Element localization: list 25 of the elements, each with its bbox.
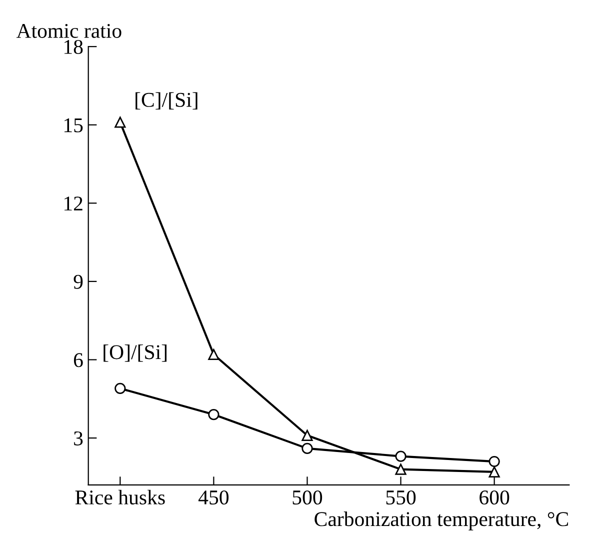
point bbox=[302, 430, 313, 441]
y-tick-label: 3 bbox=[74, 431, 83, 446]
y-tick-label: 18 bbox=[64, 40, 83, 54]
point bbox=[208, 408, 220, 420]
point bbox=[302, 442, 313, 454]
point bbox=[208, 348, 220, 360]
y-tick-label: 9 bbox=[74, 274, 83, 289]
x-axis-title: Carbonization temperature, °C bbox=[314, 512, 568, 530]
y-tick-label: 12 bbox=[64, 196, 82, 210]
x-tick-label: 550 bbox=[386, 490, 416, 505]
point bbox=[488, 456, 500, 468]
x-tick-label: 600 bbox=[480, 490, 510, 505]
point bbox=[395, 464, 406, 475]
x-tick-label: 500 bbox=[292, 490, 322, 505]
series-label: [C]/[Si] bbox=[136, 92, 198, 110]
y-tick-label: 6 bbox=[74, 353, 83, 368]
series-label: [O]/[Si] bbox=[104, 344, 167, 362]
y-tick-label: 15 bbox=[64, 118, 83, 132]
x-tick-label: 450 bbox=[198, 490, 229, 505]
point bbox=[395, 450, 406, 462]
point bbox=[114, 382, 126, 394]
point bbox=[488, 466, 500, 478]
point bbox=[114, 116, 126, 128]
x-tick-label: Rice husks bbox=[75, 490, 165, 505]
y-axis-title: Atomic ratio bbox=[16, 24, 122, 38]
